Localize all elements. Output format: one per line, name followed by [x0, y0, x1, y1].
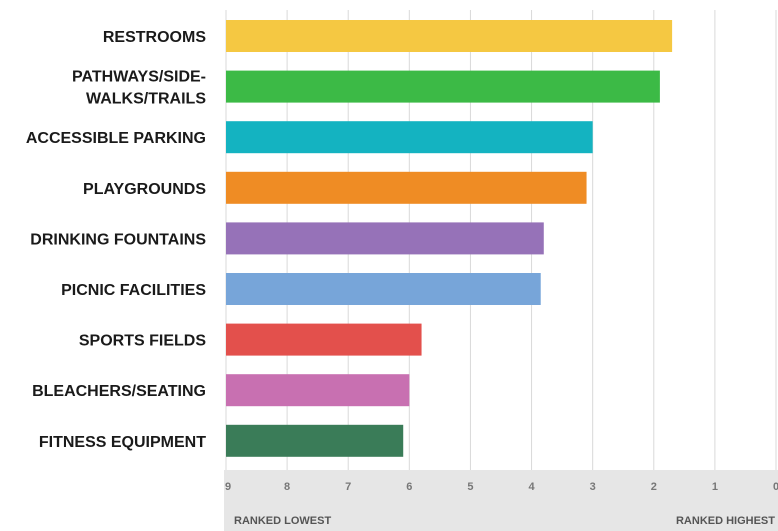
category-label: DRINKING FOUNTAINS — [30, 231, 206, 248]
x-tick-label: 0 — [773, 481, 778, 493]
x-tick-label: 3 — [590, 481, 596, 493]
x-tick-label: 2 — [651, 481, 657, 493]
category-label: SPORTS FIELDS — [79, 333, 206, 350]
bars — [226, 20, 673, 457]
axis-band — [224, 470, 778, 531]
axis-caption-high: RANKED HIGHEST — [676, 515, 775, 527]
bar-0 — [226, 20, 673, 52]
category-label: ACCESSIBLE PARKING — [26, 130, 206, 147]
x-tick-label: 5 — [467, 481, 473, 493]
x-tick-label: 4 — [528, 481, 535, 493]
bar-8 — [226, 424, 404, 457]
category-label: FITNESS EQUIPMENT — [39, 434, 206, 451]
bar-2 — [226, 121, 593, 154]
x-tick-label: 8 — [284, 481, 290, 493]
category-label: PLAYGROUNDS — [83, 181, 206, 198]
bar-4 — [226, 222, 544, 255]
x-tick-label: 1 — [712, 481, 718, 493]
x-tick-labels: 9 8 7 6 5 4 3 2 1 0 — [225, 481, 778, 493]
x-tick-label: 9 — [225, 481, 231, 493]
x-tick-label: 6 — [406, 481, 412, 493]
bar-1 — [226, 70, 660, 103]
category-label: WALKS/TRAILS — [86, 91, 206, 108]
category-label: PATHWAYS/SIDE- — [72, 69, 206, 86]
axis-caption-low: RANKED LOWEST — [234, 515, 331, 527]
bar-7 — [226, 374, 410, 407]
bar-3 — [226, 171, 587, 204]
bar-5 — [226, 273, 541, 305]
category-labels: RESTROOMS PATHWAYS/SIDE- WALKS/TRAILS ACCES… — [26, 29, 207, 451]
bar-6 — [226, 323, 422, 356]
x-tick-label: 7 — [345, 481, 351, 493]
category-label: PICNIC FACILITIES — [61, 282, 206, 299]
category-label: BLEACHERS/SEATING — [32, 383, 206, 400]
category-label: RESTROOMS — [103, 29, 206, 46]
